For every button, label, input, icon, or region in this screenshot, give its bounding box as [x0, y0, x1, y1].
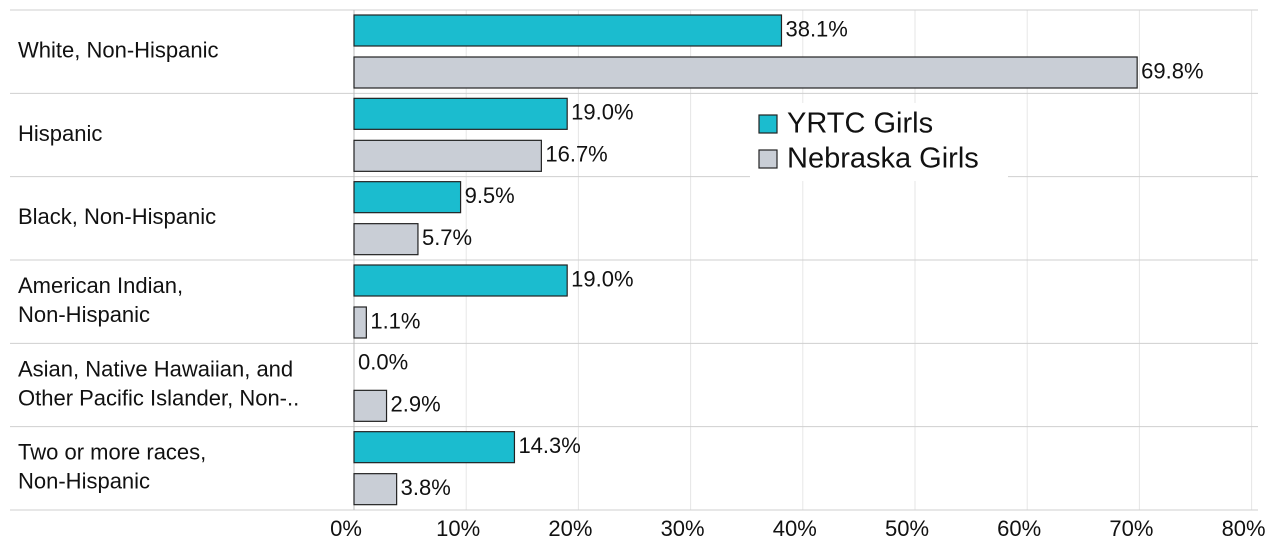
- value-label: 2.9%: [391, 392, 441, 417]
- x-tick-label: 40%: [773, 516, 817, 541]
- bar: [353, 56, 1138, 89]
- bar: [353, 97, 568, 130]
- value-label: 3.8%: [401, 475, 451, 500]
- bar: [353, 181, 462, 214]
- legend-swatch: [758, 149, 778, 169]
- value-label: 0.0%: [358, 350, 408, 375]
- x-tick-label: 10%: [436, 516, 480, 541]
- value-label: 14.3%: [518, 433, 580, 458]
- value-label: 19.0%: [571, 100, 633, 125]
- bar: [353, 14, 783, 47]
- x-tick-label: 30%: [661, 516, 705, 541]
- legend-swatch: [758, 114, 778, 134]
- bar: [353, 223, 419, 256]
- x-tick-label: 0%: [330, 516, 362, 541]
- value-label: 38.1%: [785, 16, 847, 41]
- category-label: Hispanic: [18, 121, 102, 146]
- category-label: Non-Hispanic: [18, 469, 150, 494]
- legend-label: YRTC Girls: [787, 108, 933, 140]
- x-tick-label: 50%: [885, 516, 929, 541]
- bar: [353, 306, 367, 339]
- x-tick-label: 70%: [1109, 516, 1153, 541]
- bar: [353, 473, 398, 506]
- category-label: Two or more races,: [18, 440, 206, 465]
- x-tick-label: 60%: [997, 516, 1041, 541]
- legend-box: [750, 103, 1008, 181]
- category-label: Non-Hispanic: [18, 302, 150, 327]
- category-label: American Indian,: [18, 273, 183, 298]
- legend-label: Nebraska Girls: [787, 143, 979, 175]
- x-tick-label: 80%: [1222, 516, 1266, 541]
- value-label: 69.8%: [1141, 58, 1203, 83]
- value-label: 19.0%: [571, 266, 633, 291]
- category-label: Black, Non-Hispanic: [18, 204, 216, 229]
- value-label: 16.7%: [545, 142, 607, 167]
- value-label: 9.5%: [465, 183, 515, 208]
- bar: [353, 264, 568, 297]
- category-label: White, Non-Hispanic: [18, 37, 219, 62]
- bar: [353, 431, 516, 464]
- value-label: 1.1%: [370, 308, 420, 333]
- bar: [353, 139, 542, 172]
- bar: [353, 389, 388, 422]
- category-label: Asian, Native Hawaiian, and: [18, 356, 293, 381]
- x-tick-label: 20%: [548, 516, 592, 541]
- value-label: 5.7%: [422, 225, 472, 250]
- category-label: Other Pacific Islander, Non-..: [18, 385, 299, 410]
